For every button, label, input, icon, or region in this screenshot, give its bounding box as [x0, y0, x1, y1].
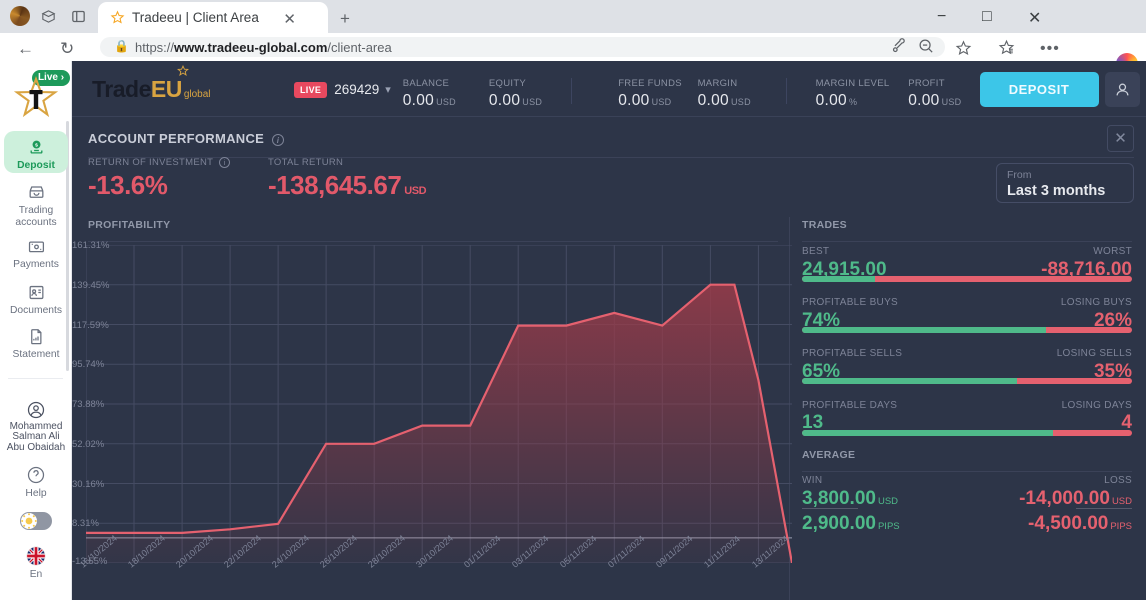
svg-text:$: $ [35, 142, 38, 148]
